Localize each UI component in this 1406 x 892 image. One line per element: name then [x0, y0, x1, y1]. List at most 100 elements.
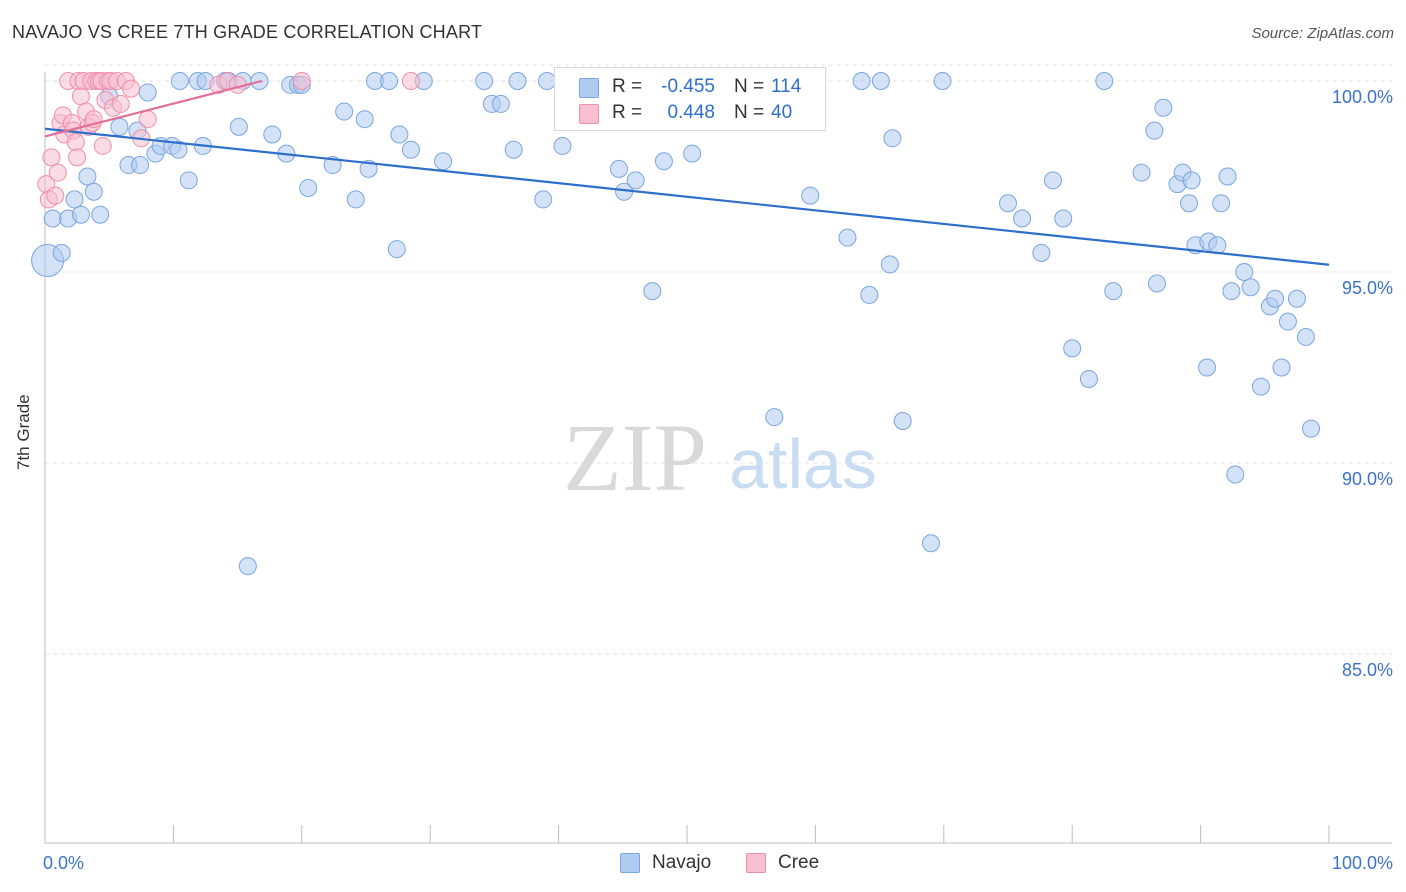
navajo-point[interactable] — [1013, 209, 1032, 228]
navajo-point[interactable] — [346, 190, 365, 209]
navajo-point[interactable] — [893, 411, 912, 430]
navajo-point[interactable] — [263, 125, 282, 144]
navajo-point[interactable] — [801, 186, 820, 205]
navajo-point[interactable] — [654, 152, 673, 171]
navajo-point[interactable] — [1063, 339, 1082, 358]
legend-swatch-navajo — [579, 78, 599, 98]
navajo-point[interactable] — [508, 72, 527, 90]
navajo-point[interactable] — [1287, 289, 1306, 308]
navajo-point[interactable] — [538, 72, 557, 90]
navajo-point[interactable] — [1251, 377, 1270, 396]
legend-swatch-cree — [579, 104, 599, 124]
navajo-point[interactable] — [1198, 358, 1217, 377]
navajo-point[interactable] — [1180, 194, 1199, 213]
navajo-point[interactable] — [78, 167, 97, 186]
navajo-point[interactable] — [131, 156, 150, 175]
navajo-point[interactable] — [643, 282, 662, 301]
navajo-point[interactable] — [1054, 209, 1073, 228]
navajo-point[interactable] — [238, 557, 257, 576]
cree-point[interactable] — [292, 72, 311, 90]
legend-label-cree: Cree — [778, 852, 820, 873]
legend-r-value-navajo: -0.455 — [661, 76, 715, 97]
navajo-point[interactable] — [359, 159, 378, 178]
cree-point[interactable] — [48, 163, 67, 182]
navajo-point[interactable] — [1079, 369, 1098, 388]
legend-row-navajo: R = -0.455 N = 114 — [555, 76, 825, 102]
cree-point[interactable] — [46, 186, 65, 205]
navajo-point[interactable] — [871, 72, 890, 90]
navajo-point[interactable] — [299, 178, 318, 197]
navajo-point[interactable] — [852, 72, 871, 90]
navajo-point[interactable] — [1154, 98, 1173, 117]
navajo-point[interactable] — [390, 125, 409, 144]
navajo-point[interactable] — [65, 190, 84, 209]
navajo-point[interactable] — [1147, 274, 1166, 293]
navajo-point[interactable] — [1235, 263, 1254, 281]
navajo-point[interactable] — [71, 205, 90, 224]
navajo-point[interactable] — [434, 152, 453, 171]
navajo-point[interactable] — [1222, 282, 1241, 301]
navajo-point[interactable] — [683, 144, 702, 163]
navajo-point[interactable] — [355, 110, 374, 129]
navajo-point[interactable] — [387, 240, 406, 259]
navajo-point[interactable] — [933, 72, 952, 90]
navajo-point[interactable] — [138, 83, 157, 102]
cree-point[interactable] — [68, 148, 87, 167]
x-tick-label-max: 100.0% — [1332, 853, 1393, 873]
navajo-point[interactable] — [1145, 121, 1164, 140]
navajo-point[interactable] — [860, 285, 879, 304]
navajo-point[interactable] — [91, 205, 110, 224]
navajo-point[interactable] — [475, 72, 494, 90]
navajo-point[interactable] — [323, 156, 342, 175]
navajo-point[interactable] — [534, 190, 553, 209]
cree-point[interactable] — [138, 110, 157, 129]
navajo-point[interactable] — [921, 534, 940, 553]
navajo-point[interactable] — [1095, 72, 1114, 90]
legend-r-label: R = — [612, 102, 643, 123]
navajo-point[interactable] — [401, 140, 420, 159]
navajo-point[interactable] — [1266, 289, 1285, 308]
navajo-point[interactable] — [380, 72, 399, 90]
navajo-point[interactable] — [626, 171, 645, 190]
correlation-legend: R = -0.455 N = 114 R = 0.448 N = 40 — [554, 67, 826, 131]
cree-point[interactable] — [93, 136, 112, 155]
navajo-point[interactable] — [880, 255, 899, 274]
navajo-point[interactable] — [1032, 243, 1051, 262]
navajo-point[interactable] — [170, 72, 189, 90]
navajo-point[interactable] — [1296, 327, 1315, 346]
navajo-point[interactable] — [169, 140, 188, 159]
cree-point[interactable] — [401, 72, 420, 90]
navajo-point[interactable] — [43, 209, 62, 228]
navajo-point[interactable] — [1212, 194, 1231, 213]
cree-point[interactable] — [42, 148, 61, 167]
navajo-point[interactable] — [1226, 465, 1245, 484]
navajo-point[interactable] — [110, 117, 129, 136]
navajo-point[interactable] — [553, 136, 572, 155]
navajo-point[interactable] — [229, 117, 248, 136]
navajo-point[interactable] — [1302, 419, 1321, 438]
navajo-point[interactable] — [883, 129, 902, 148]
cree-point[interactable] — [71, 87, 90, 106]
navajo-point[interactable] — [179, 171, 198, 190]
navajo-point[interactable] — [1278, 312, 1297, 331]
cree-point[interactable] — [122, 79, 141, 98]
navajo-point[interactable] — [335, 102, 354, 121]
navajo-point[interactable] — [504, 140, 523, 159]
watermark: ZIP atlas — [563, 404, 877, 511]
navajo-point[interactable] — [1272, 358, 1291, 377]
navajo-point[interactable] — [999, 194, 1017, 213]
navajo-point[interactable] — [1218, 167, 1237, 186]
navajo-point[interactable] — [838, 228, 857, 247]
navajo-point[interactable] — [52, 243, 71, 262]
navajo-point[interactable] — [765, 408, 784, 427]
navajo-point[interactable] — [1241, 278, 1260, 297]
navajo-point[interactable] — [1182, 171, 1201, 190]
navajo-point[interactable] — [1043, 171, 1062, 190]
cree-point[interactable] — [66, 133, 85, 152]
cree-point[interactable] — [111, 94, 130, 113]
navajo-point[interactable] — [609, 159, 628, 178]
navajo-point[interactable] — [491, 94, 510, 113]
navajo-point[interactable] — [84, 182, 103, 201]
navajo-point[interactable] — [1104, 282, 1123, 301]
navajo-point[interactable] — [1132, 163, 1151, 182]
